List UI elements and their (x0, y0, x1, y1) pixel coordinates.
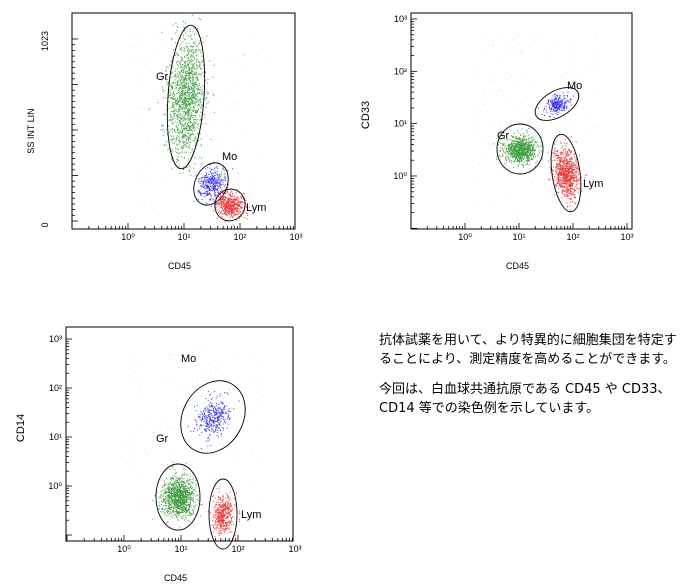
plot-2: 10⁰ 10¹ 10² 10³ 10⁰ 10¹ 10² 10³ CD45 CD33 Mo Gr Lym (360, 12, 634, 271)
x-tick-label: 10³ (288, 544, 301, 554)
x-tick-label: 10¹ (174, 544, 187, 554)
description-text: 抗体試薬を用いて、より特異的に細胞集団を特定することにより、測定精度を高めること… (379, 331, 679, 429)
x-tick-label: 10⁰ (458, 232, 472, 242)
population-lym: Lym (212, 187, 266, 226)
y-tick-label: 10¹ (394, 119, 407, 129)
x-tick-label: 10² (233, 232, 246, 242)
gate-lym (208, 478, 238, 550)
plot-3: 10⁰ 10¹ 10² 10³ 10⁰ 10¹ 10² 10³ CD45 CD14 Mo Gr Lym (15, 326, 302, 583)
population-lym: Lym (208, 478, 261, 550)
x-tick-label: 10³ (289, 232, 302, 242)
gate-gr (155, 463, 201, 531)
event-dots-gr (152, 461, 203, 528)
description-paragraph-2: 今回は、白血球共通抗原である CD45 や CD33、CD14 等での染色例を示… (379, 382, 671, 416)
y-tick-label: 10⁰ (48, 481, 62, 491)
gate-label-lym: Lym (583, 178, 603, 190)
gate-lym (214, 188, 246, 222)
gate-mo (180, 380, 246, 454)
plot-frame (410, 12, 633, 230)
population-mo: Mo (180, 353, 246, 454)
event-dots-mo (537, 91, 575, 118)
y-tick-label: 10⁰ (393, 171, 407, 181)
gate-label-lym: Lym (241, 509, 261, 521)
gate-label-mo: Mo (222, 151, 237, 163)
gate-mo (193, 162, 229, 206)
gate-gr (496, 123, 544, 175)
population-lym: Lym (542, 133, 603, 213)
event-dots-lym (212, 187, 250, 226)
y-tick-label: 0 (40, 222, 50, 227)
event-dots-lym (542, 136, 587, 211)
event-dots-mo (187, 390, 240, 450)
gate-mo (534, 87, 580, 121)
x-tick-label: 10² (231, 544, 244, 554)
y-axis-title: CD14 (15, 414, 27, 442)
plot-frame (71, 12, 296, 230)
x-tick-label: 10⁰ (121, 232, 135, 242)
background-events (126, 347, 264, 515)
population-gr: Gr (152, 433, 203, 531)
y-tick-label: 10³ (394, 14, 407, 24)
gate-label-mo: Mo (567, 80, 582, 92)
description-paragraph-1: 抗体試薬を用いて、より特異的に細胞集団を特定することにより、測定精度を高めること… (379, 333, 677, 367)
gate-label-lym: Lym (246, 202, 266, 214)
gate-label-gr: Gr (156, 71, 169, 83)
y-tick-label: 10² (49, 383, 62, 393)
population-mo: Mo (193, 151, 237, 207)
x-axis-title: CD45 (164, 573, 187, 583)
gate-gr (166, 24, 206, 170)
event-dots-lym (208, 486, 241, 541)
x-tick-label: 10⁰ (117, 544, 131, 554)
gate-label-gr: Gr (497, 130, 510, 142)
population-gr: Gr (493, 123, 544, 175)
y-axis-title: SS INT LIN (26, 108, 36, 153)
gate-label-gr: Gr (156, 433, 169, 445)
background-events (132, 34, 266, 210)
background-events (472, 33, 599, 209)
x-tick-label: 10¹ (512, 232, 525, 242)
x-axis-title: CD45 (506, 261, 529, 271)
x-tick-label: 10² (566, 232, 579, 242)
event-dots-gr (493, 127, 542, 168)
plot-1: 10⁰ 10¹ 10² 10³ 0 1023 CD45 SS INT LIN Gr Mo Lym (26, 12, 303, 271)
y-axis-title: CD33 (360, 101, 372, 129)
y-tick-label: 10³ (49, 334, 62, 344)
population-gr: Gr (148, 14, 215, 202)
x-tick-label: 10¹ (177, 232, 190, 242)
event-dots-gr (148, 14, 215, 202)
x-axis-title: CD45 (168, 261, 191, 271)
y-tick-label: 10² (394, 66, 407, 76)
event-dots-mo (195, 161, 233, 207)
y-tick-label: 10¹ (49, 432, 62, 442)
x-tick-label: 10³ (620, 232, 633, 242)
population-mo: Mo (534, 80, 582, 121)
gate-lym (550, 133, 582, 213)
plot-frame (65, 326, 294, 542)
gate-label-mo: Mo (181, 353, 196, 365)
y-tick-label: 1023 (40, 31, 50, 51)
